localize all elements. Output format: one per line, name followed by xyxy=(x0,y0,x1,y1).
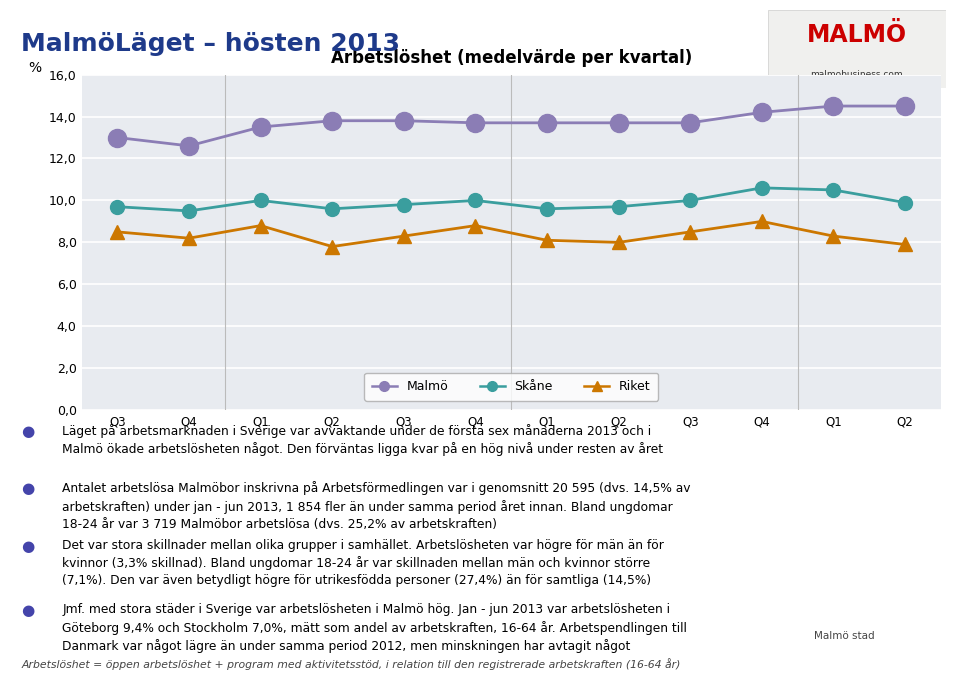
Text: Det var stora skillnader mellan olika grupper i samhället. Arbetslösheten var hö: Det var stora skillnader mellan olika gr… xyxy=(62,539,664,587)
Skåne xyxy=(612,203,624,211)
Malmö xyxy=(398,117,410,125)
Riket xyxy=(398,232,410,240)
Text: MalmöLäget – hösten 2013: MalmöLäget – hösten 2013 xyxy=(21,32,400,56)
Text: Malmö stad: Malmö stad xyxy=(814,631,876,641)
Text: Läget på arbetsmarknaden i Sverige var avvaktande under de första sex månaderna : Läget på arbetsmarknaden i Sverige var a… xyxy=(62,424,663,456)
Malmö xyxy=(684,119,696,127)
Legend: Malmö, Skåne, Riket: Malmö, Skåne, Riket xyxy=(364,373,659,401)
Riket xyxy=(254,222,266,230)
Malmö xyxy=(828,102,839,110)
Skåne xyxy=(183,207,195,215)
Skåne xyxy=(326,205,338,213)
FancyBboxPatch shape xyxy=(768,10,946,88)
Text: Antalet arbetslösa Malmöbor inskrivna på Arbetsförmedlingen var i genomsnitt 20 : Antalet arbetslösa Malmöbor inskrivna på… xyxy=(62,481,691,531)
Riket xyxy=(111,228,123,236)
Riket xyxy=(326,243,338,251)
Riket xyxy=(541,236,553,244)
Malmö xyxy=(326,117,338,125)
Text: Jmf. med stora städer i Sverige var arbetslösheten i Malmö hög. Jan - jun 2013 v: Jmf. med stora städer i Sverige var arbe… xyxy=(62,603,687,653)
Line: Riket: Riket xyxy=(110,214,912,254)
Malmö xyxy=(254,123,266,131)
Malmö xyxy=(612,119,624,127)
Text: ●: ● xyxy=(21,481,35,496)
Text: ●: ● xyxy=(21,424,35,439)
Skåne xyxy=(469,197,481,205)
Malmö xyxy=(541,119,553,127)
Text: malmobusiness.com: malmobusiness.com xyxy=(810,70,903,79)
Skåne xyxy=(756,184,768,192)
Malmö xyxy=(900,102,911,110)
Line: Skåne: Skåne xyxy=(110,181,912,218)
Malmö xyxy=(469,119,481,127)
Riket xyxy=(469,222,481,230)
Skåne xyxy=(828,186,839,194)
Skåne xyxy=(684,197,696,205)
Title: Arbetslöshet (medelvärde per kvartal): Arbetslöshet (medelvärde per kvartal) xyxy=(330,49,692,68)
Skåne xyxy=(541,205,553,213)
Riket xyxy=(828,232,839,240)
Riket xyxy=(183,234,195,242)
Skåne xyxy=(398,201,410,209)
Malmö xyxy=(756,108,768,117)
Malmö xyxy=(111,134,123,142)
Skåne xyxy=(900,199,911,207)
Riket xyxy=(612,239,624,247)
Skåne xyxy=(254,197,266,205)
Skåne xyxy=(111,203,123,211)
Riket xyxy=(684,228,696,236)
Malmö xyxy=(183,142,195,150)
Riket xyxy=(756,218,768,226)
Y-axis label: %: % xyxy=(28,61,41,75)
Riket xyxy=(900,241,911,249)
Text: ●: ● xyxy=(21,603,35,618)
Text: ●: ● xyxy=(21,539,35,554)
Line: Malmö: Malmö xyxy=(108,97,914,155)
Text: MALMÖ: MALMÖ xyxy=(806,23,907,47)
Text: Arbetslöshet = öppen arbetslöshet + program med aktivitetsstöd, i relation till : Arbetslöshet = öppen arbetslöshet + prog… xyxy=(21,658,681,670)
